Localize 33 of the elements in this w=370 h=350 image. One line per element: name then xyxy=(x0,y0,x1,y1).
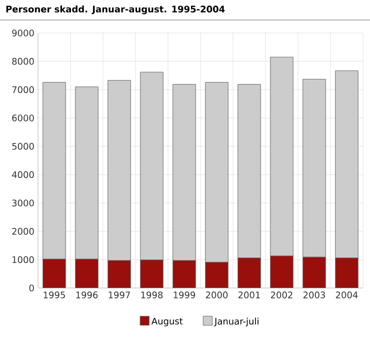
y-tick-label: 6000 xyxy=(12,114,34,122)
bar xyxy=(75,258,98,288)
x-tick-label: 1996 xyxy=(76,292,98,298)
x-tick-label: 2000 xyxy=(206,292,228,298)
x-tick-label: 2003 xyxy=(303,292,325,298)
bar xyxy=(302,256,326,288)
bar xyxy=(335,258,358,288)
x-tick-label: 1995 xyxy=(44,292,65,298)
x-tick-label: 1999 xyxy=(174,292,196,298)
y-tick-label: 5000 xyxy=(12,142,34,150)
bar xyxy=(270,256,294,288)
bar xyxy=(108,260,131,288)
bar xyxy=(205,262,228,288)
bar xyxy=(172,260,196,288)
y-tick-label: 8000 xyxy=(12,58,34,65)
bar xyxy=(238,258,261,288)
y-tick-label: 4000 xyxy=(12,171,34,178)
y-tick-label: 3000 xyxy=(12,200,34,206)
y-tick-label: 2000 xyxy=(12,228,34,235)
bar xyxy=(42,258,66,288)
chart-title: Personer skadd. Januar-august. 1995-2004 xyxy=(6,6,225,14)
x-tick-label: 2002 xyxy=(270,292,292,298)
legend-label: Januar-juli xyxy=(214,318,258,326)
bar xyxy=(140,260,164,288)
x-tick-label: 2004 xyxy=(336,292,358,298)
y-tick-label: 0 xyxy=(29,284,34,292)
x-tick-label: 1997 xyxy=(108,292,130,298)
legend-label: August xyxy=(151,318,183,326)
y-tick-label: 9000 xyxy=(12,30,34,36)
x-tick-label: 1998 xyxy=(141,292,163,298)
y-tick-label: 7000 xyxy=(12,86,34,94)
y-tick-label: 1000 xyxy=(12,256,34,264)
x-tick-label: 2001 xyxy=(238,292,260,298)
